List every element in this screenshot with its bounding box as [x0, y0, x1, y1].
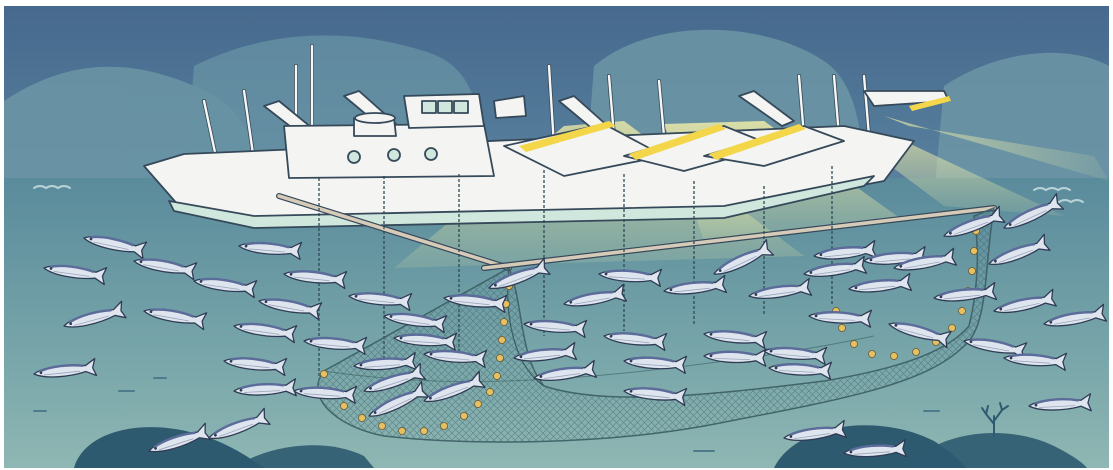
wave-marks: [33, 185, 1084, 204]
net-boom-poles: [276, 193, 997, 271]
fishing-scene: [4, 6, 1109, 468]
float-icon: [320, 227, 980, 435]
water-dashes: [33, 377, 940, 452]
coral-icon: [981, 402, 1009, 437]
